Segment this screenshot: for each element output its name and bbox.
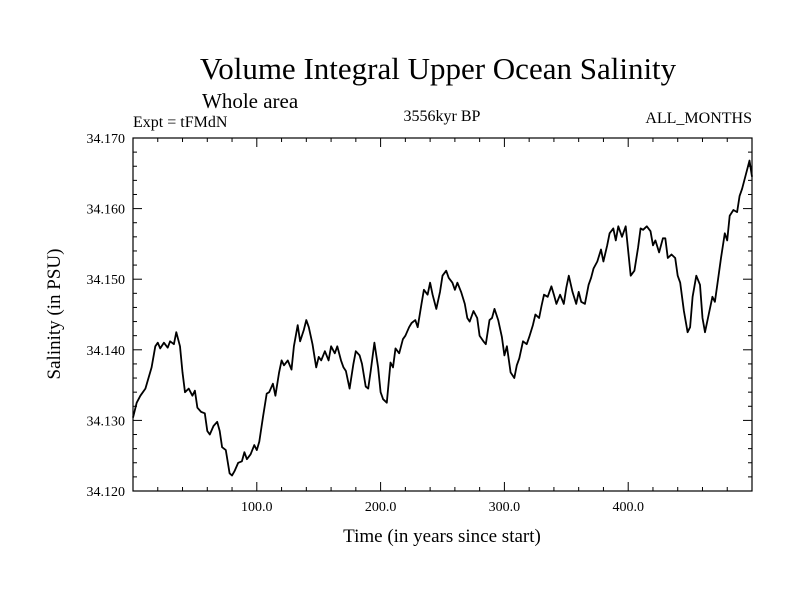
x-axis-ticks: 100.0 200.0 300.0 400.0	[241, 138, 644, 515]
y-tick-label: 34.140	[87, 344, 126, 359]
chart-subtitle: Whole area	[202, 89, 299, 113]
y-axis-label: Salinity (in PSU)	[44, 249, 65, 380]
y-axis-ticks: 34.120 34.130 34.140 34.150 34.160 34.170	[87, 132, 752, 500]
y-tick-label: 34.120	[87, 485, 126, 500]
expt-label: Expt = tFMdN	[133, 114, 228, 131]
months-label: ALL_MONTHS	[645, 110, 752, 127]
salinity-series-line	[132, 159, 753, 477]
period-label: 3556kyr BP	[404, 108, 481, 125]
x-tick-label: 400.0	[612, 500, 644, 515]
x-tick-label: 300.0	[489, 500, 521, 515]
x-tick-label: 200.0	[365, 500, 397, 515]
y-tick-label: 34.160	[87, 203, 126, 218]
plot-frame	[132, 137, 753, 492]
y-tick-label: 34.150	[87, 273, 126, 288]
x-tick-label: 100.0	[241, 500, 273, 515]
y-tick-label: 34.170	[87, 132, 126, 147]
chart-title: Volume Integral Upper Ocean Salinity	[200, 51, 677, 86]
x-axis-label: Time (in years since start)	[343, 526, 541, 547]
y-tick-label: 34.130	[87, 414, 126, 429]
minor-ticks	[133, 138, 752, 491]
